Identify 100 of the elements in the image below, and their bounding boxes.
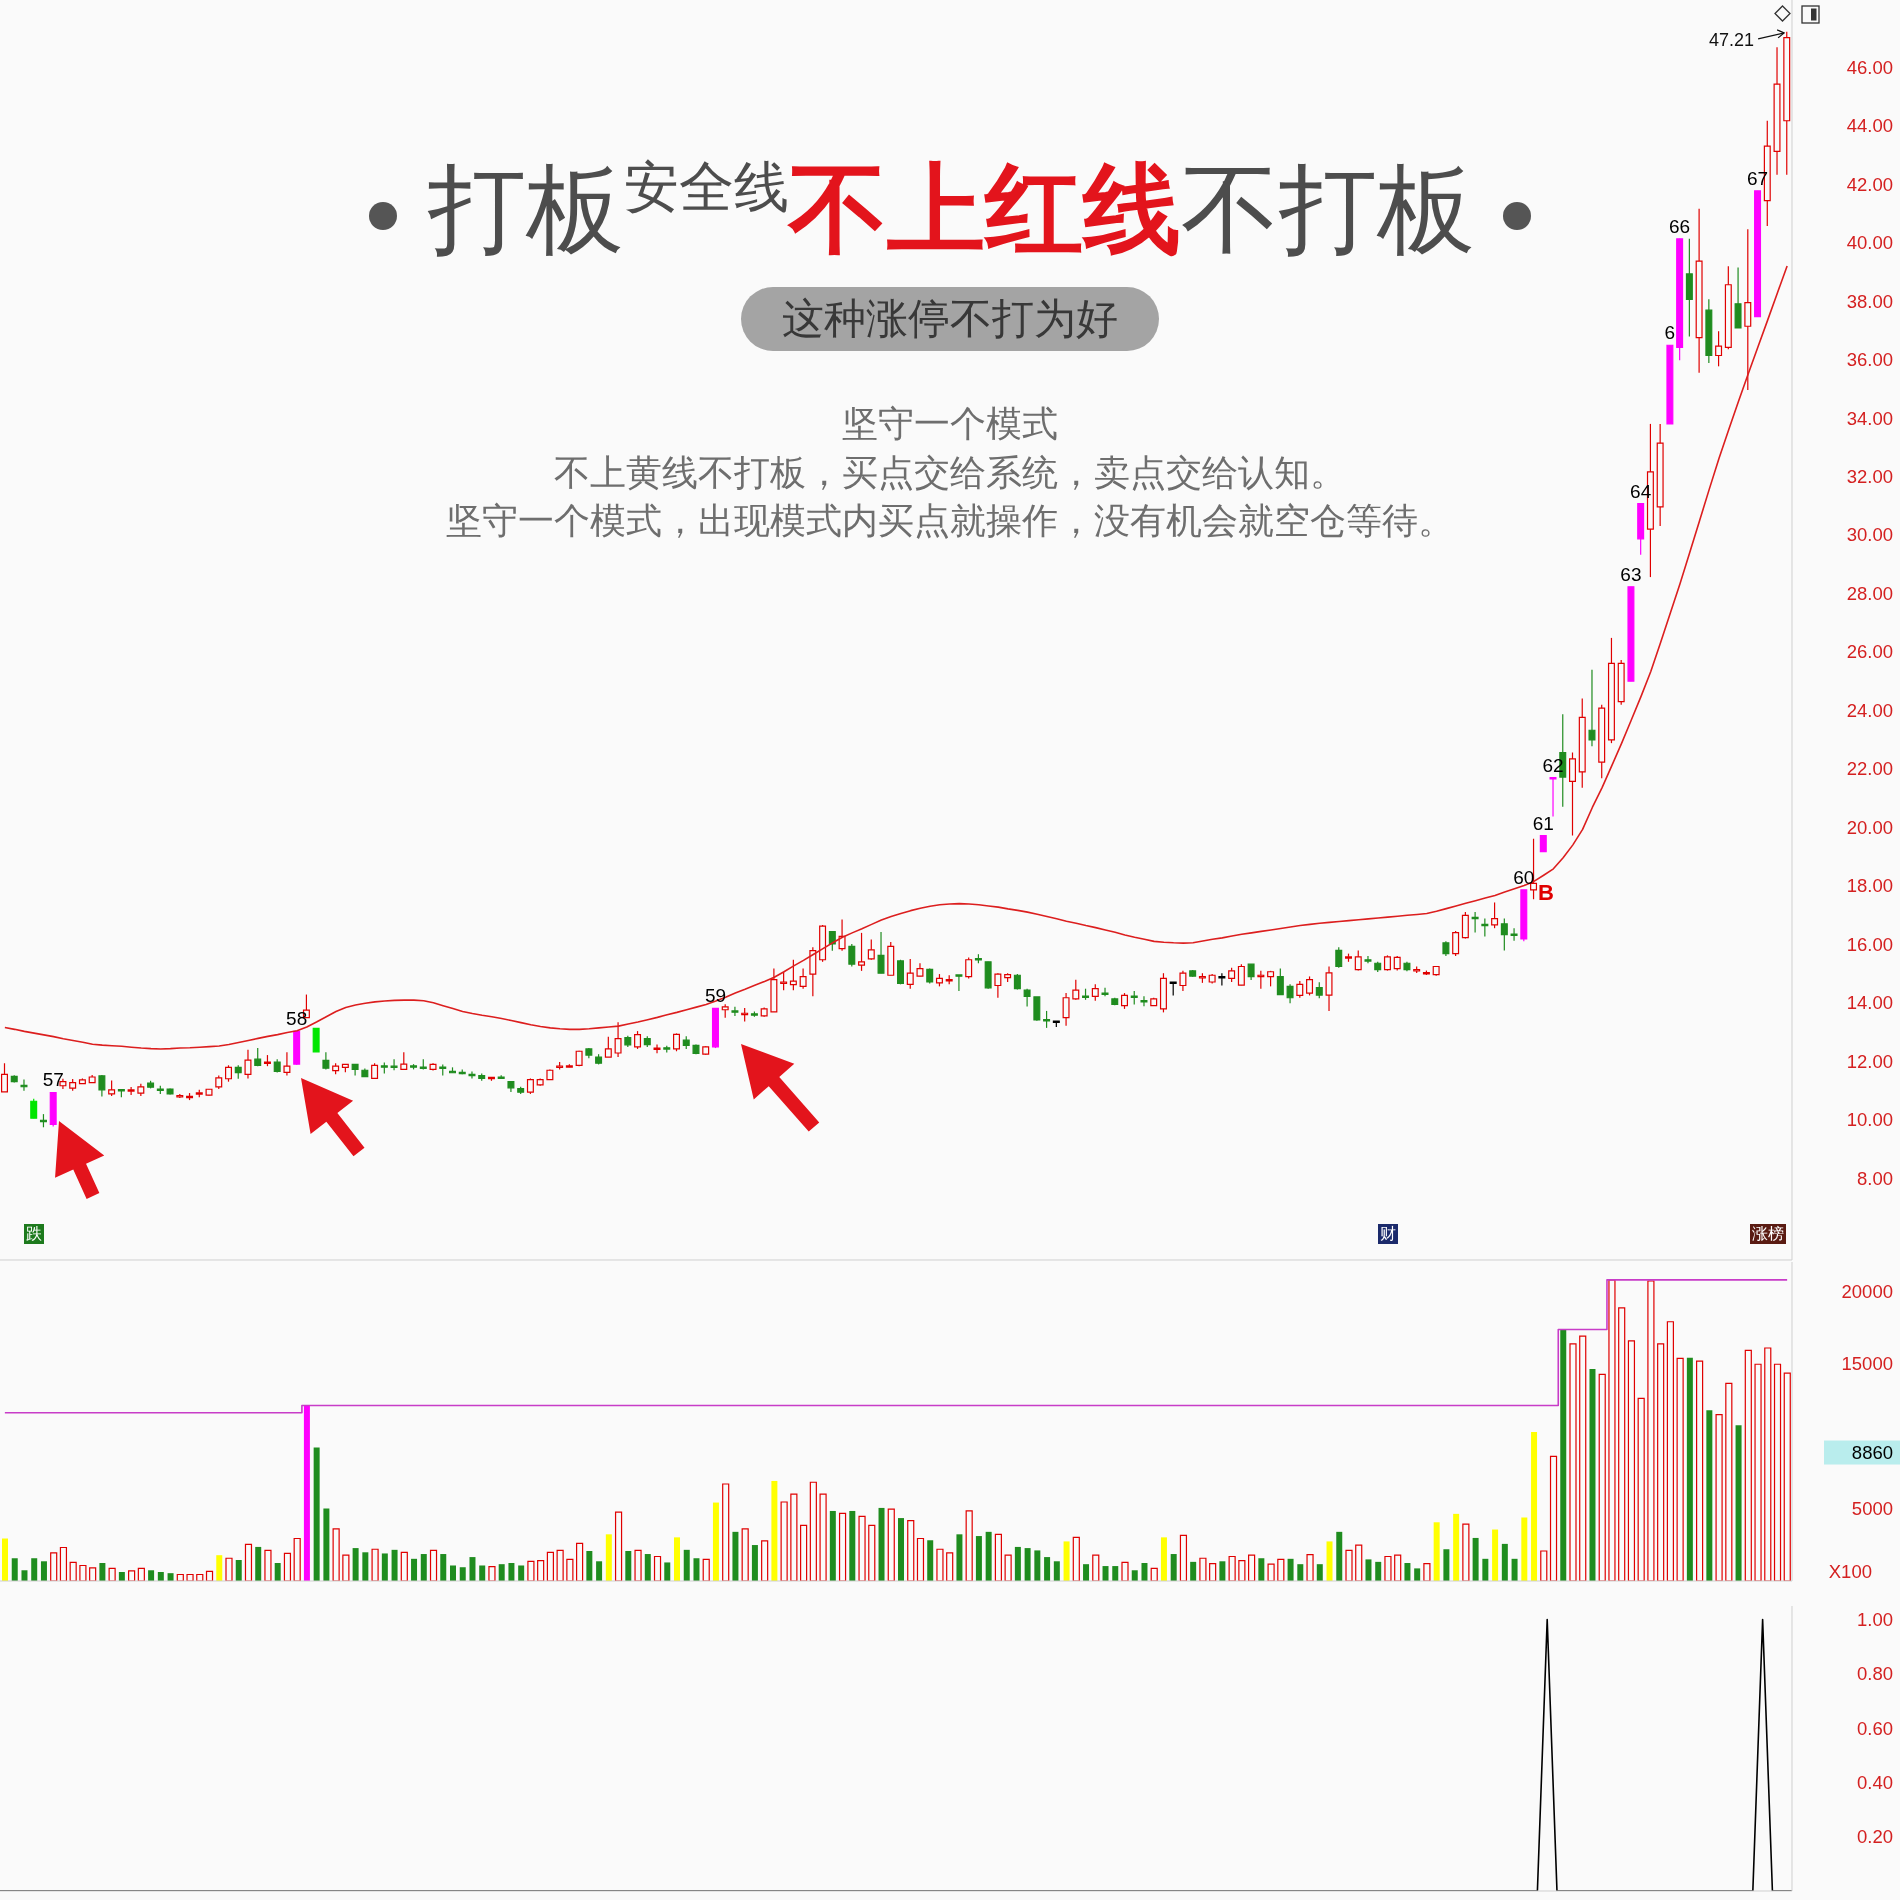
bar	[994, 1533, 1002, 1581]
bar	[653, 1555, 662, 1581]
bar	[450, 1565, 456, 1581]
bar	[780, 1501, 788, 1581]
bar	[1336, 1531, 1343, 1581]
bar	[1190, 1561, 1197, 1581]
bar	[887, 1508, 895, 1581]
annotation: 不上黄线不打板，买点交给系统，卖点交给认知。	[554, 452, 1346, 493]
bar	[1219, 1561, 1226, 1581]
candlestick	[1286, 983, 1294, 1004]
candlestick	[1588, 669, 1596, 747]
y-tick-label: 42.00	[1846, 173, 1893, 195]
bar	[1744, 1349, 1752, 1581]
text: 61	[1532, 812, 1554, 834]
y-tick-label: 8.00	[1856, 1167, 1893, 1189]
bar	[1112, 1566, 1119, 1581]
bar	[411, 1558, 418, 1581]
candlestick	[965, 956, 973, 980]
bar	[683, 1549, 690, 1581]
bar	[566, 1558, 574, 1581]
bar	[1092, 1554, 1100, 1581]
candlestick	[1500, 917, 1508, 952]
bar	[313, 1447, 320, 1581]
bar	[634, 1549, 642, 1581]
y-tick-label: 0.40	[1856, 1771, 1893, 1793]
bar	[1316, 1564, 1323, 1581]
annotation: B	[1537, 880, 1554, 906]
candlestick	[906, 958, 914, 990]
bar	[1735, 1425, 1742, 1581]
bar	[1764, 1347, 1772, 1581]
candlestick	[1461, 911, 1469, 940]
bar	[1549, 1455, 1558, 1581]
bar	[1326, 1541, 1333, 1581]
y-tick-label: 36.00	[1846, 349, 1893, 371]
bar	[868, 1524, 876, 1581]
bar	[488, 1566, 496, 1581]
bar	[11, 1558, 18, 1581]
bar	[1345, 1549, 1353, 1581]
candlestick	[1306, 975, 1314, 997]
bar	[936, 1548, 944, 1581]
bar	[1423, 1563, 1431, 1581]
bar	[693, 1558, 700, 1581]
bar	[625, 1550, 632, 1581]
bar	[1647, 1280, 1655, 1581]
candlestick	[789, 959, 797, 991]
bar	[148, 1570, 155, 1581]
bar	[216, 1555, 223, 1581]
bar	[732, 1531, 739, 1581]
bar	[1589, 1369, 1596, 1581]
bar	[400, 1551, 408, 1581]
candlestick	[244, 1049, 252, 1080]
bar	[1540, 1550, 1548, 1581]
bar	[527, 1560, 535, 1581]
candlestick	[809, 946, 817, 997]
candlestick	[604, 1036, 612, 1058]
bar	[40, 1561, 47, 1581]
bar	[722, 1483, 730, 1581]
bar	[59, 1546, 68, 1581]
bar	[108, 1567, 116, 1581]
bar	[332, 1528, 340, 1581]
y-tick-label: 34.00	[1846, 407, 1893, 429]
bar	[1297, 1564, 1304, 1581]
bar	[1618, 1307, 1626, 1581]
text: 59	[704, 985, 727, 1007]
bar	[1598, 1373, 1606, 1581]
bar	[614, 1511, 623, 1581]
candlestick	[1491, 901, 1499, 929]
bar	[440, 1554, 447, 1581]
bar	[274, 1563, 281, 1581]
annotation: 坚守一个模式	[842, 403, 1058, 444]
bar	[1443, 1549, 1450, 1581]
bar	[927, 1540, 934, 1581]
bar	[1053, 1561, 1060, 1581]
candlestick	[1033, 996, 1041, 1022]
bar	[1501, 1543, 1508, 1581]
bar	[664, 1562, 671, 1581]
candlestick	[1276, 967, 1284, 996]
bar	[1034, 1550, 1041, 1581]
bar	[1121, 1561, 1129, 1581]
bar	[674, 1537, 680, 1581]
bar	[1131, 1570, 1138, 1581]
bar	[459, 1567, 466, 1581]
bar	[1608, 1279, 1616, 1581]
candlestick	[468, 1070, 476, 1080]
bar	[712, 1502, 719, 1581]
bar	[1627, 1340, 1636, 1581]
bar	[1228, 1555, 1236, 1581]
y-tick-label: 0.20	[1856, 1826, 1893, 1848]
bar	[1754, 1363, 1762, 1581]
bar	[518, 1565, 525, 1581]
bar	[1404, 1563, 1411, 1581]
bar	[323, 1508, 330, 1581]
candlestick	[1569, 751, 1576, 837]
bar	[1725, 1382, 1733, 1581]
y-tick-label: 10.00	[1846, 1109, 1893, 1131]
bar	[907, 1519, 915, 1581]
bar	[69, 1561, 77, 1581]
text: 63	[1620, 563, 1642, 585]
candlestick	[127, 1086, 135, 1096]
bar	[537, 1560, 545, 1581]
